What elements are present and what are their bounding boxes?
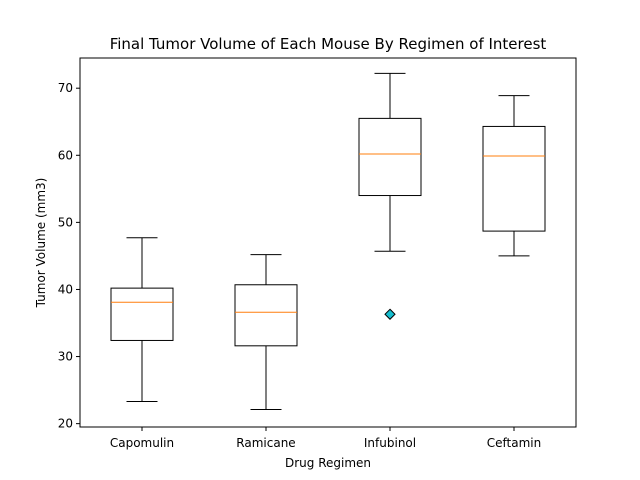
plot-area xyxy=(110,72,546,411)
plot-frame xyxy=(79,57,577,428)
outlier-marker xyxy=(384,308,396,320)
box xyxy=(358,117,422,197)
x-tick-label: Ramicane xyxy=(236,436,295,450)
y-axis-label: Tumor Volume (mm3) xyxy=(34,178,48,309)
x-tick-label: Ceftamin xyxy=(487,436,541,450)
x-tick-label: Capomulin xyxy=(110,436,174,450)
y-tick-label: 60 xyxy=(58,148,73,162)
box xyxy=(110,287,174,341)
y-tick-label: 50 xyxy=(58,215,73,229)
box-group-capomulin xyxy=(110,237,174,403)
chart-title: Final Tumor Volume of Each Mouse By Regi… xyxy=(110,35,547,53)
x-tick-label: Infubinol xyxy=(364,436,416,450)
box-group-ceftamin xyxy=(482,95,546,257)
y-axis: 20 30 40 50 60 70 xyxy=(58,81,80,431)
box xyxy=(234,284,298,347)
x-axis-label: Drug Regimen xyxy=(285,456,371,470)
box xyxy=(482,125,546,232)
x-axis: Capomulin Ramicane Infubinol Ceftamin xyxy=(110,427,541,450)
y-tick-label: 40 xyxy=(58,282,73,296)
y-tick-label: 30 xyxy=(58,350,73,364)
y-tick-label: 70 xyxy=(58,81,73,95)
y-tick-label: 20 xyxy=(58,417,73,431)
box-group-ramicane xyxy=(234,254,298,411)
box-group-infubinol xyxy=(358,72,422,320)
